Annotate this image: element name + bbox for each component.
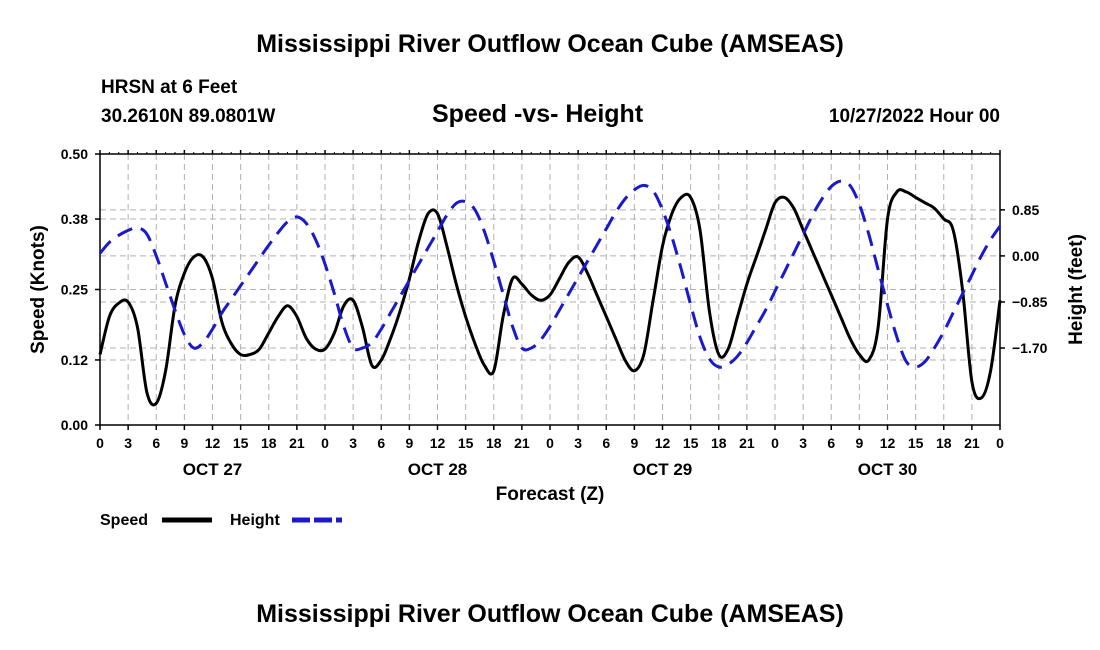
x-tick-label: 15 xyxy=(458,435,474,451)
legend-label-height: Height xyxy=(230,512,280,529)
x-axis-title: Forecast (Z) xyxy=(496,484,605,505)
x-tick-label: 21 xyxy=(739,435,755,451)
x-tick-label: 12 xyxy=(430,435,446,451)
x-tick-label: 12 xyxy=(205,435,221,451)
footer-title: Mississippi River Outflow Ocean Cube (AM… xyxy=(256,600,844,628)
x-tick-label: 12 xyxy=(880,435,896,451)
day-label: OCT 27 xyxy=(183,460,243,479)
x-tick-label: 15 xyxy=(233,435,249,451)
x-tick-label: 0 xyxy=(321,435,329,451)
station-label: HRSN at 6 Feet xyxy=(101,77,238,98)
x-tick-label: 6 xyxy=(377,435,385,451)
x-tick-label: 21 xyxy=(514,435,530,451)
x-tick-label: 3 xyxy=(124,435,132,451)
forecast-date: 10/27/2022 Hour 00 xyxy=(828,106,1000,127)
x-tick-label: 3 xyxy=(574,435,582,451)
x-tick-label: 9 xyxy=(630,435,638,451)
chart-title: Speed -vs- Height xyxy=(432,100,644,128)
series-line-height xyxy=(98,179,1002,369)
x-tick-label: 0 xyxy=(546,435,554,451)
x-tick-label: 21 xyxy=(964,435,980,451)
x-tick-label: 6 xyxy=(602,435,610,451)
x-tick-label: 9 xyxy=(405,435,413,451)
x-tick-label: 0 xyxy=(771,435,779,451)
station-coordinates: 30.2610N 89.0801W xyxy=(101,106,276,127)
y-tick-label-left: 0.38 xyxy=(61,211,88,227)
x-tick-label: 6 xyxy=(827,435,835,451)
x-tick-label: 15 xyxy=(908,435,924,451)
y-tick-label-left: 0.00 xyxy=(61,417,88,433)
y-axis-title-right: Height (feet) xyxy=(1066,234,1087,345)
x-tick-label: 0 xyxy=(96,435,104,451)
x-tick-label: 15 xyxy=(683,435,699,451)
day-label: OCT 30 xyxy=(858,460,918,479)
x-tick-label: 3 xyxy=(799,435,807,451)
x-tick-label: 6 xyxy=(152,435,160,451)
x-tick-label: 21 xyxy=(289,435,305,451)
legend-label-speed: Speed xyxy=(100,512,148,529)
y-tick-label-right: 0.85 xyxy=(1012,202,1039,218)
x-tick-label: 18 xyxy=(486,435,502,451)
day-label: OCT 28 xyxy=(408,460,468,479)
y-tick-label-right: 0.00 xyxy=(1012,248,1039,264)
y-axis-title-left: Speed (Knots) xyxy=(28,225,49,354)
x-tick-label: 18 xyxy=(261,435,277,451)
main-title: Mississippi River Outflow Ocean Cube (AM… xyxy=(256,30,844,58)
x-tick-label: 18 xyxy=(936,435,952,451)
x-tick-label: 3 xyxy=(349,435,357,451)
x-tick-label: 9 xyxy=(180,435,188,451)
x-tick-label: 9 xyxy=(855,435,863,451)
x-tick-label: 12 xyxy=(655,435,671,451)
y-tick-label-right: −1.70 xyxy=(1012,340,1048,356)
y-tick-label-left: 0.12 xyxy=(61,352,88,368)
day-label: OCT 29 xyxy=(633,460,693,479)
y-tick-label-left: 0.25 xyxy=(61,282,88,298)
y-tick-label-left: 0.50 xyxy=(61,146,88,162)
x-tick-label: 18 xyxy=(711,435,727,451)
y-tick-label-right: −0.85 xyxy=(1012,294,1048,310)
x-tick-label: 0 xyxy=(996,435,1004,451)
series-line-speed xyxy=(98,188,1002,407)
